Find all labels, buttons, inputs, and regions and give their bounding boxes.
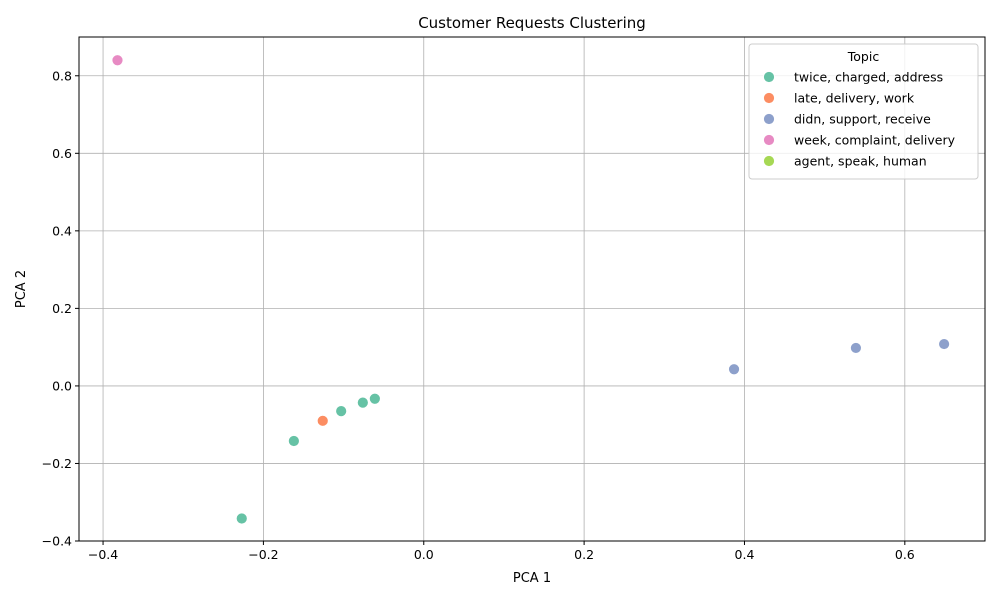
data-point [111,54,124,67]
x-tick-label: 0.4 [735,547,755,562]
data-point [938,338,951,350]
y-tick-label: 0.0 [52,378,72,393]
data-points [111,54,951,525]
legend-entry-label: agent, speak, human [794,154,927,169]
x-tick-label: 0.6 [895,547,915,562]
data-point [368,392,381,405]
legend-entry-label: didn, support, receive [794,112,931,127]
legend-marker [763,113,775,125]
x-tick-label: −0.2 [248,547,278,562]
data-point [287,435,300,447]
y-tick-label: 0.4 [52,223,72,238]
x-axis-label: PCA 1 [513,571,551,586]
legend-marker [763,134,775,146]
x-tick-label: 0.0 [414,547,434,562]
legend-entry-label: late, delivery, work [794,91,915,106]
data-point [356,396,369,409]
legend: Topic twice, charged, address late, deliv… [748,43,979,180]
data-point [335,405,348,418]
plot-frame [78,36,986,542]
data-point [235,512,248,525]
y-tick-label: 0.6 [52,146,72,161]
legend-title: Topic [847,49,880,64]
y-tick-label: −0.2 [42,456,72,471]
legend-marker [763,92,775,104]
chart-title: Customer Requests Clustering [418,14,646,32]
y-axis-ticks: −0.4 −0.2 0.0 0.2 0.4 0.6 0.8 [42,68,79,549]
data-point [728,363,740,376]
legend-entry-label: week, complaint, delivery [794,133,956,148]
x-tick-label: −0.4 [88,547,118,562]
x-axis-ticks: −0.4 −0.2 0.0 0.2 0.4 0.6 [88,541,915,562]
x-tick-label: 0.2 [574,547,594,562]
y-tick-label: 0.8 [52,68,72,83]
legend-box [748,43,979,180]
y-axis-label: PCA 2 [14,270,29,308]
data-point [850,342,862,354]
y-tick-label: 0.2 [52,301,72,316]
legend-entry-label: twice, charged, address [794,70,943,85]
legend-marker [763,71,775,83]
legend-marker [763,155,775,167]
data-point [316,414,329,427]
y-tick-label: −0.4 [42,534,72,549]
